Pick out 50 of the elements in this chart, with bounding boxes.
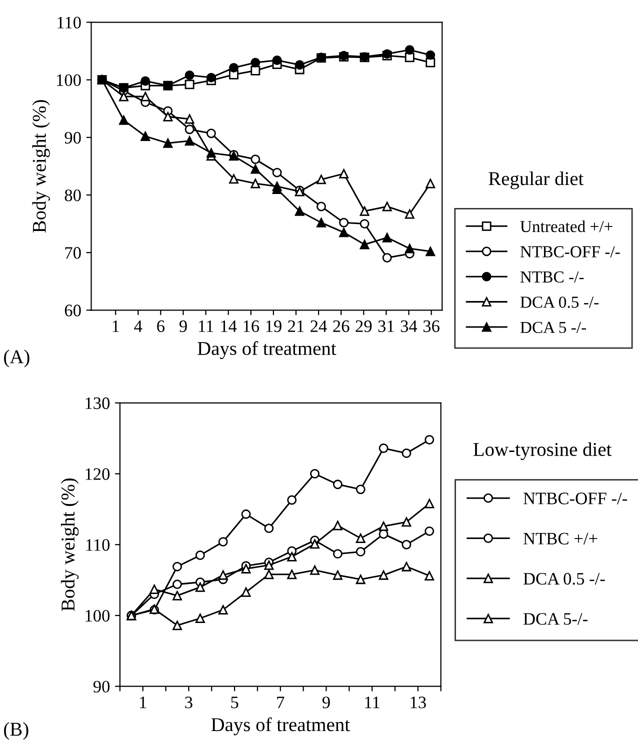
x-tick-label: 11 <box>365 696 380 708</box>
x-tick-label: 5 <box>231 696 238 708</box>
x-tick-label: 29 <box>356 320 372 332</box>
x-tick-label: 11 <box>198 320 214 332</box>
x-tick-label: 13 <box>410 696 426 708</box>
x-tick-label: 16 <box>244 320 260 332</box>
y-tick-label: 90 <box>93 680 110 693</box>
y-tick-label: 130 <box>86 397 110 410</box>
y-axis-title: Body weight (%) <box>32 100 50 233</box>
y-tick-label: 120 <box>86 468 110 480</box>
x-tick-label: 34 <box>400 320 418 332</box>
x-axis-title: Days of treatment <box>198 341 336 360</box>
legend-title: Low-tyrosine diet <box>473 442 612 460</box>
x-tick-label: 3 <box>185 696 192 708</box>
legend-label: NTBC-OFF -/- <box>523 492 628 504</box>
x-tick-label: 1 <box>140 696 146 708</box>
y-tick-label: 100 <box>86 610 110 622</box>
y-tick-label: 100 <box>56 74 81 86</box>
x-tick-label: 9 <box>179 320 187 332</box>
x-tick-label: 14 <box>221 320 237 332</box>
y-axis-title: Body weight (%) <box>60 478 79 612</box>
x-tick-label: 4 <box>134 320 142 332</box>
x-tick-label: 6 <box>157 320 165 332</box>
x-tick-label: 36 <box>423 320 440 332</box>
legend-label: DCA 0.5 -/- <box>520 296 598 308</box>
x-axis-title: Days of treatment <box>211 717 350 736</box>
x-tick-label: 1 <box>112 320 119 332</box>
legend-label: Untreated +/+ <box>520 220 612 232</box>
y-tick-label: 110 <box>58 16 81 28</box>
y-tick-label: 90 <box>64 132 81 144</box>
legend-label: DCA 0.5 -/- <box>523 572 605 585</box>
y-tick-label: 80 <box>64 189 81 202</box>
legend-label: NTBC +/+ <box>523 532 598 544</box>
x-tick-label: 9 <box>322 696 330 708</box>
x-tick-label: 21 <box>288 320 304 332</box>
x-tick-label: 24 <box>310 320 327 332</box>
legend-title: Regular diet <box>488 172 584 190</box>
legend-label: NTBC -/- <box>520 271 584 283</box>
x-tick-label: 31 <box>378 320 394 332</box>
legend-label: NTBC-OFF -/- <box>520 246 620 258</box>
text: (B) <box>4 722 28 740</box>
legend-label: DCA 5 -/- <box>520 322 586 334</box>
y-tick-label: 60 <box>64 304 81 316</box>
x-tick-label: 26 <box>333 320 350 332</box>
y-tick-label: 110 <box>86 539 110 551</box>
x-tick-label: 7 <box>277 696 284 708</box>
x-tick-label: 19 <box>266 320 282 332</box>
y-tick-label: 70 <box>65 247 81 259</box>
legend-label: DCA 5-/- <box>523 613 588 625</box>
text: (A) <box>4 350 30 368</box>
